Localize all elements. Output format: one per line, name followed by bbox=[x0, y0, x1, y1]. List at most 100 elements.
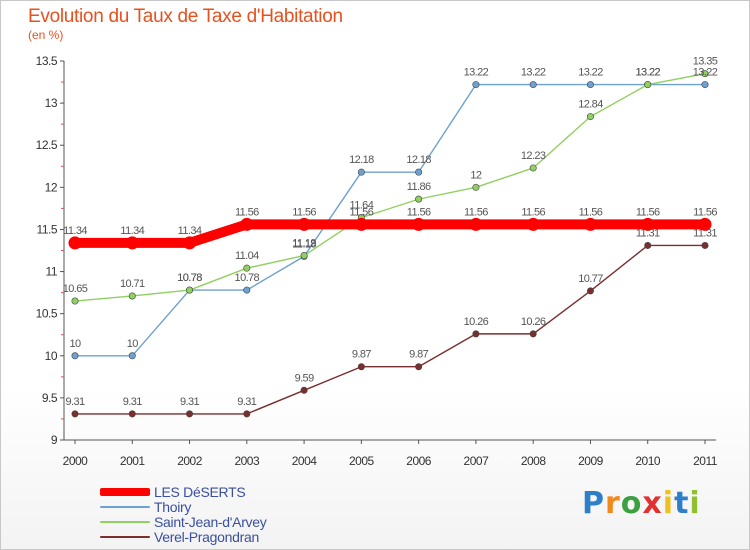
data-label: 9.87 bbox=[352, 349, 371, 361]
x-tick-label: 2003 bbox=[234, 454, 260, 468]
data-label: 11.31 bbox=[693, 227, 717, 239]
legend-item-saint-jean-d-arvey[interactable]: Saint-Jean-d'Arvey bbox=[100, 514, 267, 530]
data-label: 13.22 bbox=[635, 67, 660, 79]
data-point bbox=[297, 217, 311, 231]
data-label: 9.59 bbox=[295, 372, 314, 384]
logo-letter: i bbox=[662, 486, 675, 521]
proxiti-logo: Proxiti bbox=[582, 486, 701, 521]
data-label: 11.18 bbox=[292, 238, 316, 250]
data-point bbox=[128, 410, 136, 418]
logo-letter: r bbox=[605, 486, 621, 521]
data-label: 11.34 bbox=[178, 225, 202, 237]
series-line bbox=[74, 72, 706, 302]
data-label: 11.56 bbox=[235, 206, 259, 218]
data-point bbox=[128, 352, 136, 360]
legend-label: Thoiry bbox=[154, 498, 192, 515]
series-line bbox=[70, 219, 710, 248]
y-tick-label: 11 bbox=[46, 265, 58, 279]
x-tick-label: 2010 bbox=[635, 454, 661, 468]
data-point bbox=[415, 195, 423, 203]
data-label: 11.31 bbox=[636, 227, 660, 239]
legend-item-les-deserts[interactable]: LES DéSERTS bbox=[100, 483, 266, 500]
data-label: 10.78 bbox=[177, 272, 202, 284]
legend-swatch bbox=[100, 520, 150, 523]
data-point bbox=[71, 352, 79, 360]
logo-letter: x bbox=[642, 486, 663, 521]
x-tick-label: 2008 bbox=[521, 454, 547, 468]
y-tick-label: 10.5 bbox=[36, 307, 58, 321]
logo-letter: P bbox=[582, 486, 605, 521]
data-point bbox=[415, 168, 423, 176]
data-label: 11.34 bbox=[120, 225, 144, 237]
data-label: 13.22 bbox=[521, 67, 546, 79]
data-point bbox=[354, 217, 368, 231]
data-label: 10.26 bbox=[521, 316, 546, 328]
data-point bbox=[186, 410, 194, 418]
data-label: 11.56 bbox=[292, 206, 316, 218]
data-point bbox=[472, 183, 480, 191]
data-point bbox=[644, 81, 652, 89]
legend-item-verel-pragondran[interactable]: Verel-Pragondran bbox=[100, 529, 266, 545]
data-label: 10.78 bbox=[177, 272, 202, 284]
chart-title: Evolution du Taux de Taxe d'Habitation bbox=[28, 6, 343, 27]
data-point bbox=[183, 236, 197, 250]
data-point bbox=[644, 241, 652, 249]
data-label: 13.22 bbox=[693, 67, 718, 79]
data-label: 11.56 bbox=[350, 206, 374, 218]
y-tick-label: 9.5 bbox=[42, 391, 58, 405]
series-line bbox=[74, 83, 706, 357]
y-tick-label: 13.5 bbox=[36, 54, 58, 68]
data-point bbox=[240, 217, 254, 231]
data-point bbox=[412, 217, 426, 231]
x-tick-label: 2002 bbox=[177, 454, 203, 468]
logo-letter: o bbox=[620, 486, 643, 521]
legend-item-thoiry[interactable]: Thoiry bbox=[100, 498, 266, 515]
data-label: 11.56 bbox=[693, 206, 717, 218]
data-label: 13.22 bbox=[578, 67, 603, 79]
data-label: 9.31 bbox=[65, 396, 84, 408]
chart-subtitle: (en %) bbox=[28, 28, 64, 42]
x-tick-label: 2005 bbox=[349, 454, 375, 468]
x-tick-label: 2006 bbox=[406, 454, 432, 468]
data-point bbox=[586, 113, 594, 121]
data-label: 12.18 bbox=[349, 154, 374, 166]
data-point bbox=[529, 330, 537, 338]
data-label: 11.56 bbox=[407, 206, 431, 218]
data-point bbox=[586, 287, 594, 295]
data-label: 10 bbox=[127, 338, 139, 350]
data-label: 13.22 bbox=[464, 67, 489, 79]
x-tick-label: 2004 bbox=[292, 454, 318, 468]
data-point bbox=[71, 297, 79, 305]
legend-label: LES DéSERTS bbox=[154, 483, 246, 500]
data-point bbox=[469, 217, 483, 231]
data-label: 11.56 bbox=[521, 206, 545, 218]
data-point bbox=[128, 292, 136, 300]
y-tick-label: 9 bbox=[51, 433, 58, 447]
data-label: 11.56 bbox=[579, 206, 603, 218]
data-point bbox=[529, 81, 537, 89]
data-point bbox=[300, 386, 308, 394]
x-tick-label: 2009 bbox=[578, 454, 604, 468]
legend-swatch bbox=[100, 505, 150, 508]
x-tick-label: 2011 bbox=[693, 454, 718, 468]
data-point bbox=[125, 236, 139, 250]
data-label: 11.64 bbox=[350, 200, 374, 212]
data-label: 12.18 bbox=[406, 154, 431, 166]
data-label: 9.87 bbox=[409, 349, 428, 361]
logo-letter: i bbox=[689, 486, 701, 521]
data-point bbox=[701, 70, 709, 78]
data-point bbox=[357, 363, 365, 371]
data-label: 12 bbox=[470, 169, 482, 181]
data-point bbox=[357, 168, 365, 176]
data-label: 12.84 bbox=[578, 99, 603, 111]
data-point bbox=[243, 410, 251, 418]
data-label: 10.65 bbox=[63, 283, 88, 295]
x-tick-label: 2000 bbox=[63, 454, 89, 468]
data-label: 11.04 bbox=[235, 250, 259, 262]
data-point bbox=[698, 217, 712, 231]
data-point bbox=[186, 286, 194, 294]
legend-swatch bbox=[100, 535, 150, 538]
legend: LES DéSERTS Thoiry Saint-Jean-d'Arvey Ve… bbox=[100, 483, 267, 545]
legend-swatch bbox=[100, 487, 150, 496]
